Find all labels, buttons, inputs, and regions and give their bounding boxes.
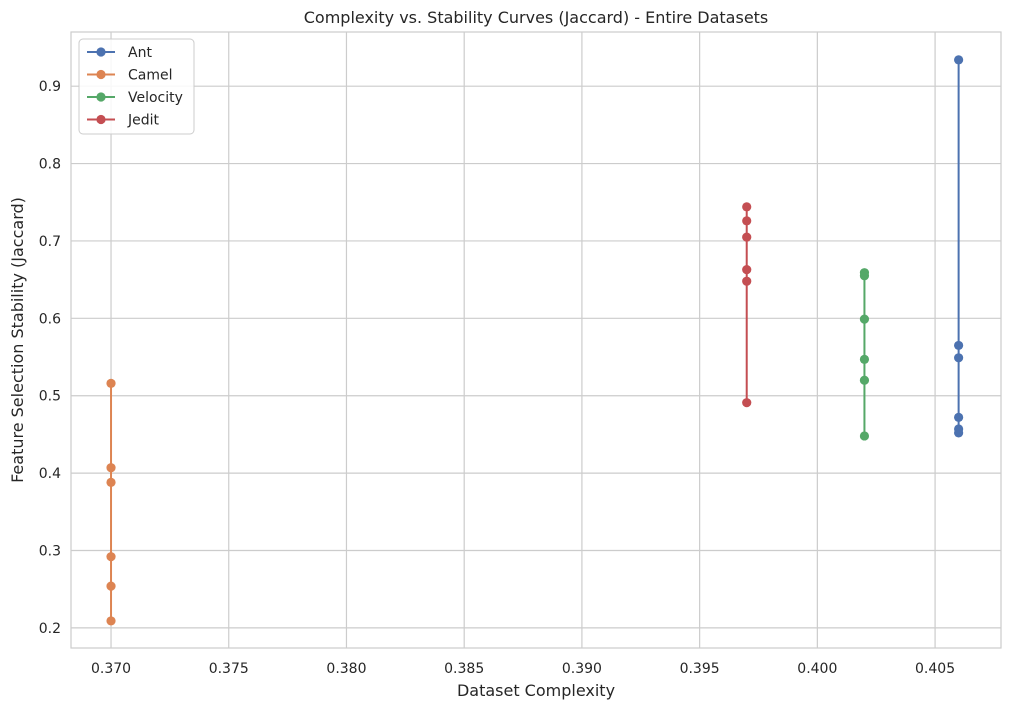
- legend-marker: [96, 69, 106, 80]
- data-point-ant: [954, 412, 964, 422]
- data-point-velocity: [859, 375, 870, 385]
- data-point-jedit: [742, 232, 752, 242]
- y-tick-label: 0.5: [39, 389, 61, 405]
- y-tick-label: 0.3: [39, 543, 61, 559]
- data-point-ant: [954, 55, 964, 65]
- y-axis-ticks: 0.2 0.3 0.4 0.5 0.6 0.7 0.8 0.9: [39, 79, 61, 637]
- legend-item-jedit: Jedit: [87, 113, 160, 129]
- series-jedit: [742, 202, 752, 408]
- x-axis-title: Dataset Complexity: [457, 681, 615, 700]
- x-tick-label: 0.380: [326, 661, 366, 677]
- y-tick-label: 0.2: [39, 621, 61, 637]
- x-tick-label: 0.385: [444, 661, 484, 677]
- x-tick-label: 0.405: [915, 661, 955, 677]
- data-point-jedit: [742, 276, 752, 286]
- legend-label: Camel: [128, 68, 173, 84]
- data-point-camel: [106, 463, 116, 473]
- y-axis-title: Feature Selection Stability (Jaccard): [8, 197, 27, 483]
- legend-marker: [96, 47, 106, 57]
- chart-title: Complexity vs. Stability Curves (Jaccard…: [304, 8, 769, 27]
- data-point-jedit: [742, 264, 752, 275]
- x-axis-ticks: 0.370 0.375 0.380 0.385 0.390 0.395 0.400 0.405: [91, 661, 955, 677]
- data-point-jedit: [742, 216, 752, 226]
- x-tick-label: 0.370: [91, 661, 131, 677]
- legend-label: Ant: [128, 45, 152, 61]
- grid: [71, 32, 1001, 648]
- legend-item-ant: Ant: [87, 45, 152, 61]
- data-point-velocity: [859, 431, 870, 441]
- y-tick-label: 0.8: [39, 157, 61, 173]
- data-point-camel: [106, 477, 116, 487]
- y-tick-label: 0.9: [39, 79, 61, 95]
- data-point-camel: [106, 552, 116, 562]
- data-point-velocity: [859, 314, 870, 324]
- x-tick-label: 0.400: [797, 661, 837, 677]
- x-tick-label: 0.375: [209, 661, 249, 677]
- data-point-velocity: [859, 271, 870, 281]
- legend-item-camel: Camel: [87, 68, 173, 84]
- y-tick-label: 0.4: [39, 466, 61, 482]
- legend: Ant Camel Velocity Jedit: [78, 38, 195, 135]
- data-point-camel: [106, 378, 116, 388]
- x-tick-label: 0.390: [562, 661, 602, 677]
- legend-frame: [78, 38, 195, 135]
- legend-label: Velocity: [128, 90, 183, 106]
- y-tick-label: 0.7: [39, 234, 61, 250]
- legend-marker: [96, 114, 106, 125]
- legend-label: Jedit: [127, 113, 160, 129]
- data-point-camel: [106, 581, 116, 591]
- legend-item-velocity: Velocity: [87, 90, 183, 106]
- data-point-velocity: [859, 354, 870, 364]
- data-point-ant: [954, 428, 964, 438]
- series-camel: [106, 378, 116, 626]
- data-point-ant: [954, 340, 964, 351]
- data-point-ant: [954, 353, 964, 363]
- legend-marker: [96, 92, 106, 102]
- series-velocity: [859, 268, 870, 441]
- x-tick-label: 0.395: [680, 661, 720, 677]
- series-ant: [954, 55, 964, 438]
- y-tick-label: 0.6: [39, 311, 61, 327]
- plot-area-frame: [70, 31, 1002, 649]
- data-point-jedit: [742, 202, 752, 212]
- data-point-jedit: [742, 398, 752, 408]
- series-group: [106, 55, 964, 626]
- data-point-camel: [106, 616, 116, 626]
